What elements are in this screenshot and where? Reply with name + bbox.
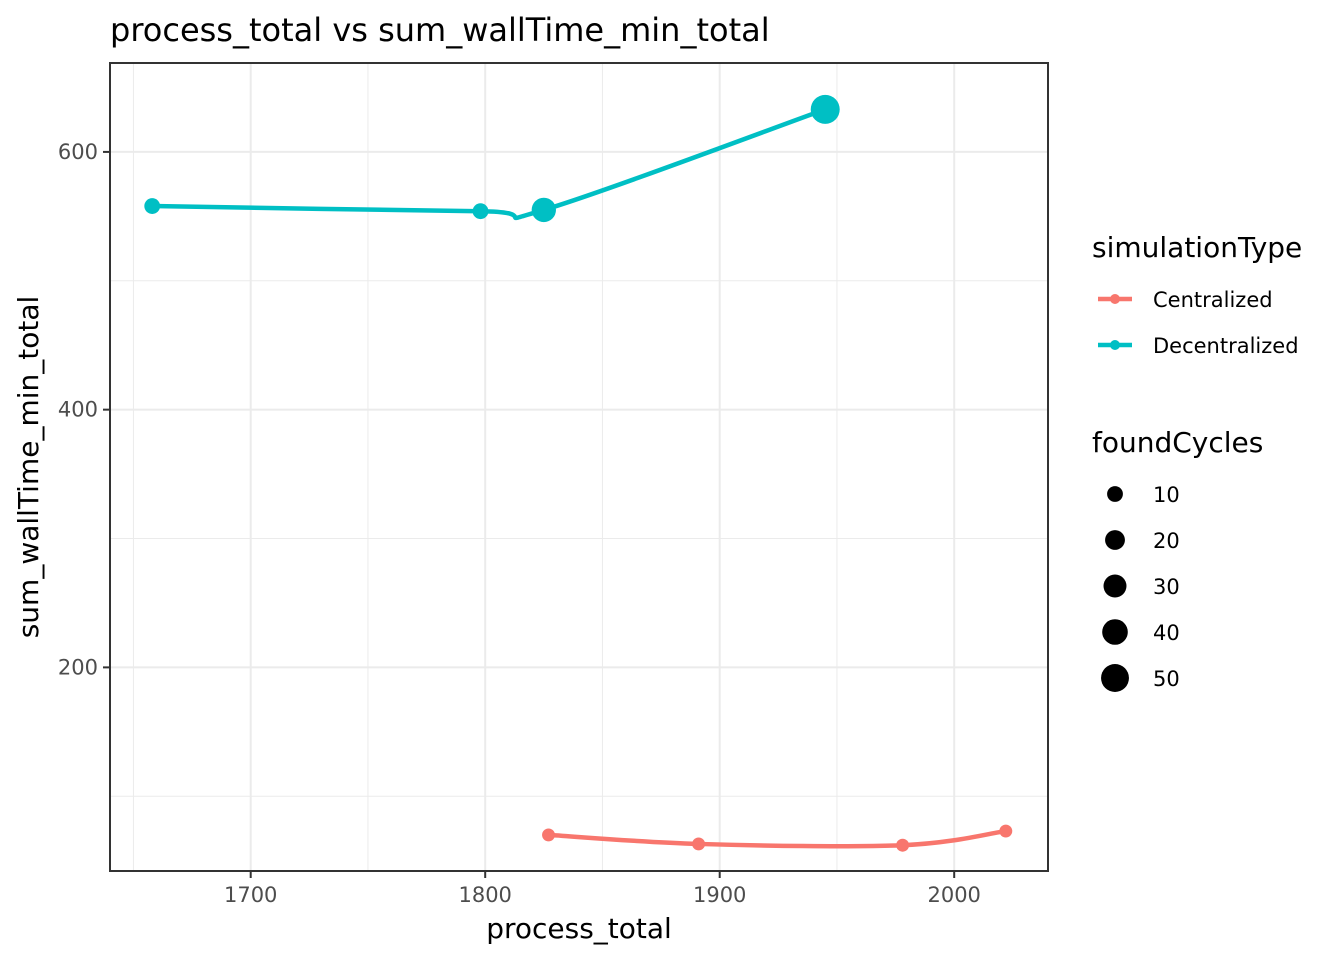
- legend-size-title: foundCycles: [1092, 426, 1263, 459]
- y-tick-label: 600: [58, 140, 98, 164]
- legend-size-label: 50: [1153, 667, 1180, 691]
- legend-color-title: simulationType: [1092, 231, 1302, 264]
- legend-size-label: 10: [1153, 483, 1180, 507]
- axis-ticks: 1700 1800 1900 2000 200 400 600: [58, 140, 981, 907]
- data-point-centralized: [999, 824, 1013, 838]
- legend: simulationType foundCycles Centralized De…: [1092, 231, 1302, 692]
- y-axis-title: sum_wallTime_min_total: [12, 296, 45, 639]
- legend-key-point: [1110, 294, 1120, 304]
- legend-label: Decentralized: [1153, 334, 1299, 358]
- series-layer: [144, 94, 1013, 852]
- data-point-centralized: [896, 838, 910, 852]
- legend-size-key: [1101, 664, 1129, 692]
- data-point-decentralized: [472, 203, 489, 220]
- x-tick-label: 1900: [693, 883, 746, 907]
- legend-key-point: [1110, 340, 1120, 350]
- legend-size-key: [1107, 486, 1123, 502]
- x-axis-title: process_total: [486, 912, 672, 945]
- panel-border: [109, 62, 1049, 872]
- legend-size-label: 30: [1153, 575, 1180, 599]
- series-line-decentralized: [149, 107, 828, 221]
- legend-label: Centralized: [1153, 288, 1273, 312]
- legend-size-label: 40: [1153, 621, 1180, 645]
- legend-size-key: [1103, 574, 1127, 598]
- data-point-decentralized: [144, 198, 161, 214]
- data-point-decentralized: [531, 197, 556, 223]
- data-point-decentralized: [810, 94, 840, 124]
- legend-size-key: [1105, 530, 1125, 550]
- y-tick-label: 200: [58, 655, 98, 679]
- grid-lines: [110, 63, 1048, 871]
- x-tick-label: 1800: [458, 883, 511, 907]
- x-tick-label: 1700: [224, 883, 277, 907]
- data-point-centralized: [692, 837, 706, 851]
- series-line-centralized: [546, 828, 1009, 849]
- y-tick-label: 400: [58, 398, 98, 422]
- x-tick-label: 2000: [927, 883, 980, 907]
- legend-size-label: 20: [1153, 529, 1180, 553]
- legend-size-key: [1102, 619, 1128, 645]
- chart-title: process_total vs sum_wallTime_min_total: [110, 11, 770, 49]
- data-point-centralized: [542, 828, 555, 842]
